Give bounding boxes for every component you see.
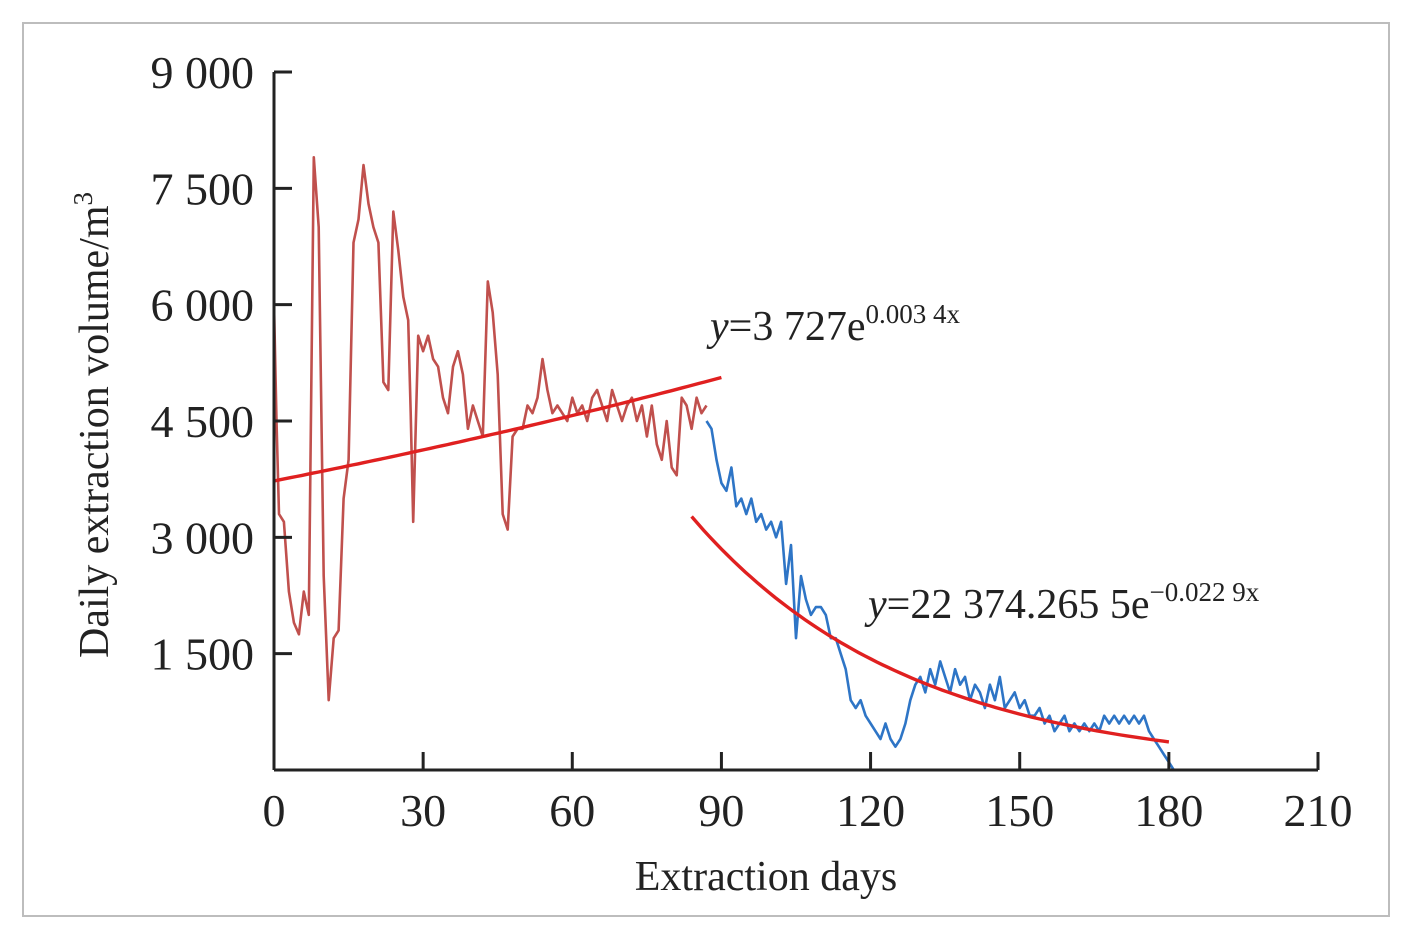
fit-equation-2-exponent: −0.022 9x xyxy=(1149,577,1259,607)
y-axis-title: Daily extraction volume/m3 xyxy=(68,192,118,658)
fit-equation-2-body: =22 374.265 5e xyxy=(887,582,1150,628)
fit-equation-1-var: y xyxy=(706,304,729,350)
figure-frame xyxy=(22,22,1390,917)
x-tick-label: 0 xyxy=(263,785,286,836)
y-tick-label: 9 000 xyxy=(151,47,255,98)
x-axis-title: Extraction days xyxy=(635,854,897,900)
series-layer xyxy=(272,156,1175,771)
x-tick-label: 60 xyxy=(549,785,595,836)
ticks-layer: 0 30 60 90 120 150 180 210 1 500 3 000 4 500 6 000 7… xyxy=(151,47,1353,836)
x-tick-label: 150 xyxy=(985,785,1054,836)
series-line-2 xyxy=(705,420,1175,771)
y-tick-label: 1 500 xyxy=(151,629,255,680)
fit-equation-1-exponent: 0.003 4x xyxy=(865,299,960,329)
y-axis-title-superscript: 3 xyxy=(68,192,98,206)
y-tick-label: 4 500 xyxy=(151,396,255,447)
axes-layer xyxy=(272,72,1318,772)
y-tick-label: 3 000 xyxy=(151,512,255,563)
fit-equation-2: y=22 374.265 5e−0.022 9x xyxy=(864,577,1260,628)
fit-equation-1: y=3 727e0.003 4x xyxy=(706,299,960,350)
series-line-1 xyxy=(272,156,708,702)
fit-equation-2-var: y xyxy=(864,582,887,628)
y-axis-title-group: Daily extraction volume/m3 xyxy=(68,192,118,658)
x-tick-label: 30 xyxy=(400,785,446,836)
x-tick-label: 90 xyxy=(698,785,744,836)
fit-equation-1-body: =3 727e xyxy=(729,304,866,350)
fit-layer xyxy=(273,375,1170,744)
x-tick-label: 180 xyxy=(1134,785,1203,836)
y-tick-label: 7 500 xyxy=(151,163,255,214)
fit-curve-1 xyxy=(273,375,722,483)
y-tick-label: 6 000 xyxy=(151,280,255,331)
x-tick-label: 120 xyxy=(836,785,905,836)
fit-curve-2 xyxy=(690,515,1170,744)
y-axis-title-text: Daily extraction volume/m xyxy=(72,205,118,658)
x-tick-label: 210 xyxy=(1284,785,1353,836)
